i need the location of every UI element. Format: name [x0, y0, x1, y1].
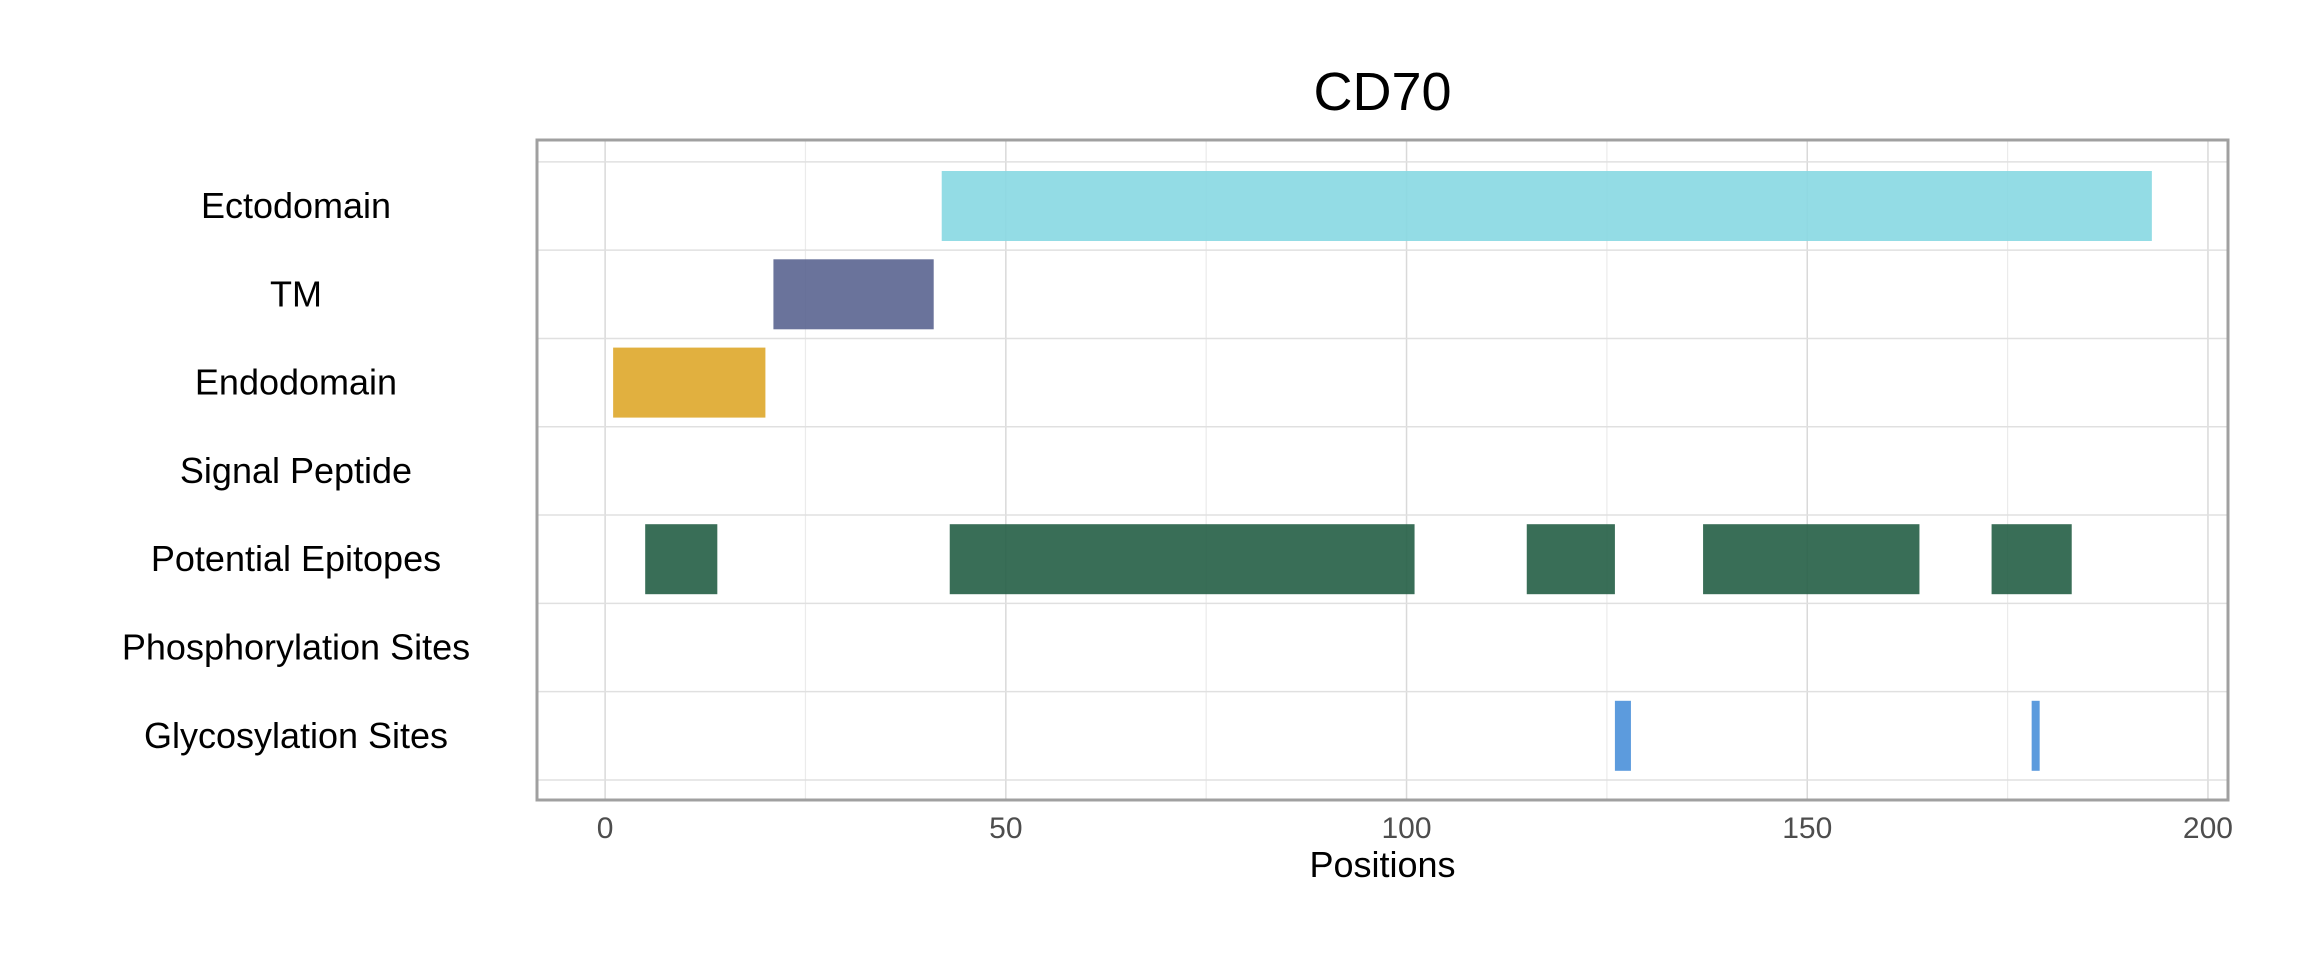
bar-endodomain	[613, 347, 766, 418]
row-label: Signal Peptide	[180, 450, 412, 491]
row-labels: Ectodomain TM Endodomain Signal Peptide Pote…	[122, 185, 470, 756]
x-tick-label: 0	[597, 812, 614, 845]
row-label: TM	[270, 273, 322, 314]
bar-potential-epitopes	[1703, 524, 1920, 595]
bar-glycosylation-sites	[2031, 700, 2040, 771]
bars	[613, 171, 2152, 771]
bar-potential-epitopes	[1526, 524, 1615, 595]
plot-panel-border	[535, 138, 2230, 802]
chart-title: CD70	[1313, 62, 1451, 122]
row-label: Potential Epitopes	[151, 538, 441, 579]
bar-glycosylation-sites	[1614, 700, 1631, 771]
x-tick-label: 150	[1782, 812, 1832, 845]
bar-tm	[773, 259, 934, 330]
x-tick-label: 100	[1382, 812, 1432, 845]
grid	[537, 140, 2228, 800]
row-label: Endodomain	[195, 362, 397, 403]
bar-potential-epitopes	[949, 524, 1415, 595]
row-label: Glycosylation Sites	[144, 715, 448, 756]
bar-potential-epitopes	[1991, 524, 2072, 595]
row-label: Phosphorylation Sites	[122, 627, 470, 668]
row-label: Ectodomain	[201, 185, 391, 226]
bar-ectodomain	[941, 171, 2152, 241]
x-axis-label: Positions	[1309, 844, 1455, 885]
bar-potential-epitopes	[645, 524, 718, 595]
x-tick-label: 50	[989, 812, 1022, 845]
x-tick-label: 200	[2183, 812, 2233, 845]
x-axis-ticks: 0 50 100 150 200	[597, 812, 2233, 845]
